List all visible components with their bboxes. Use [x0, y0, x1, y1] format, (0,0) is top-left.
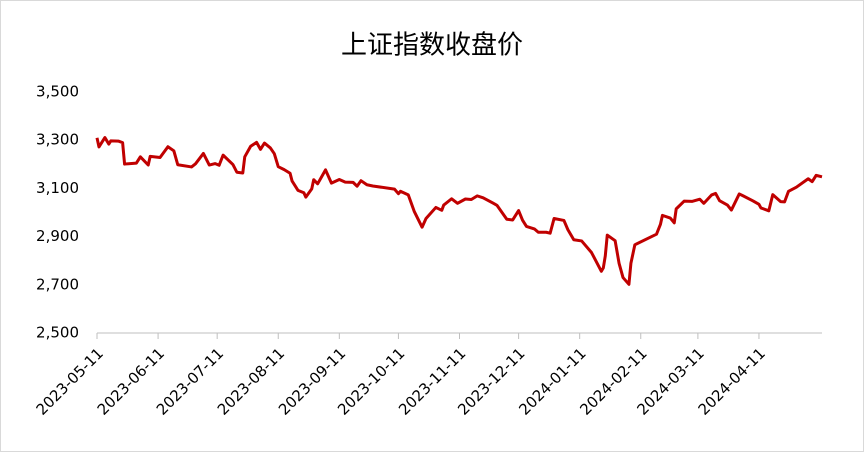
chart-title: 上证指数收盘价 — [341, 31, 523, 61]
line — [95, 136, 823, 286]
y-tick-label: 2,500 — [36, 324, 79, 342]
y-tick-label: 3,500 — [36, 83, 79, 101]
y-tick-label: 2,700 — [36, 275, 79, 293]
y-tick-label: 3,100 — [36, 179, 79, 197]
y-tick-label: 3,300 — [36, 131, 79, 149]
y-tick-label: 2,900 — [36, 227, 79, 245]
